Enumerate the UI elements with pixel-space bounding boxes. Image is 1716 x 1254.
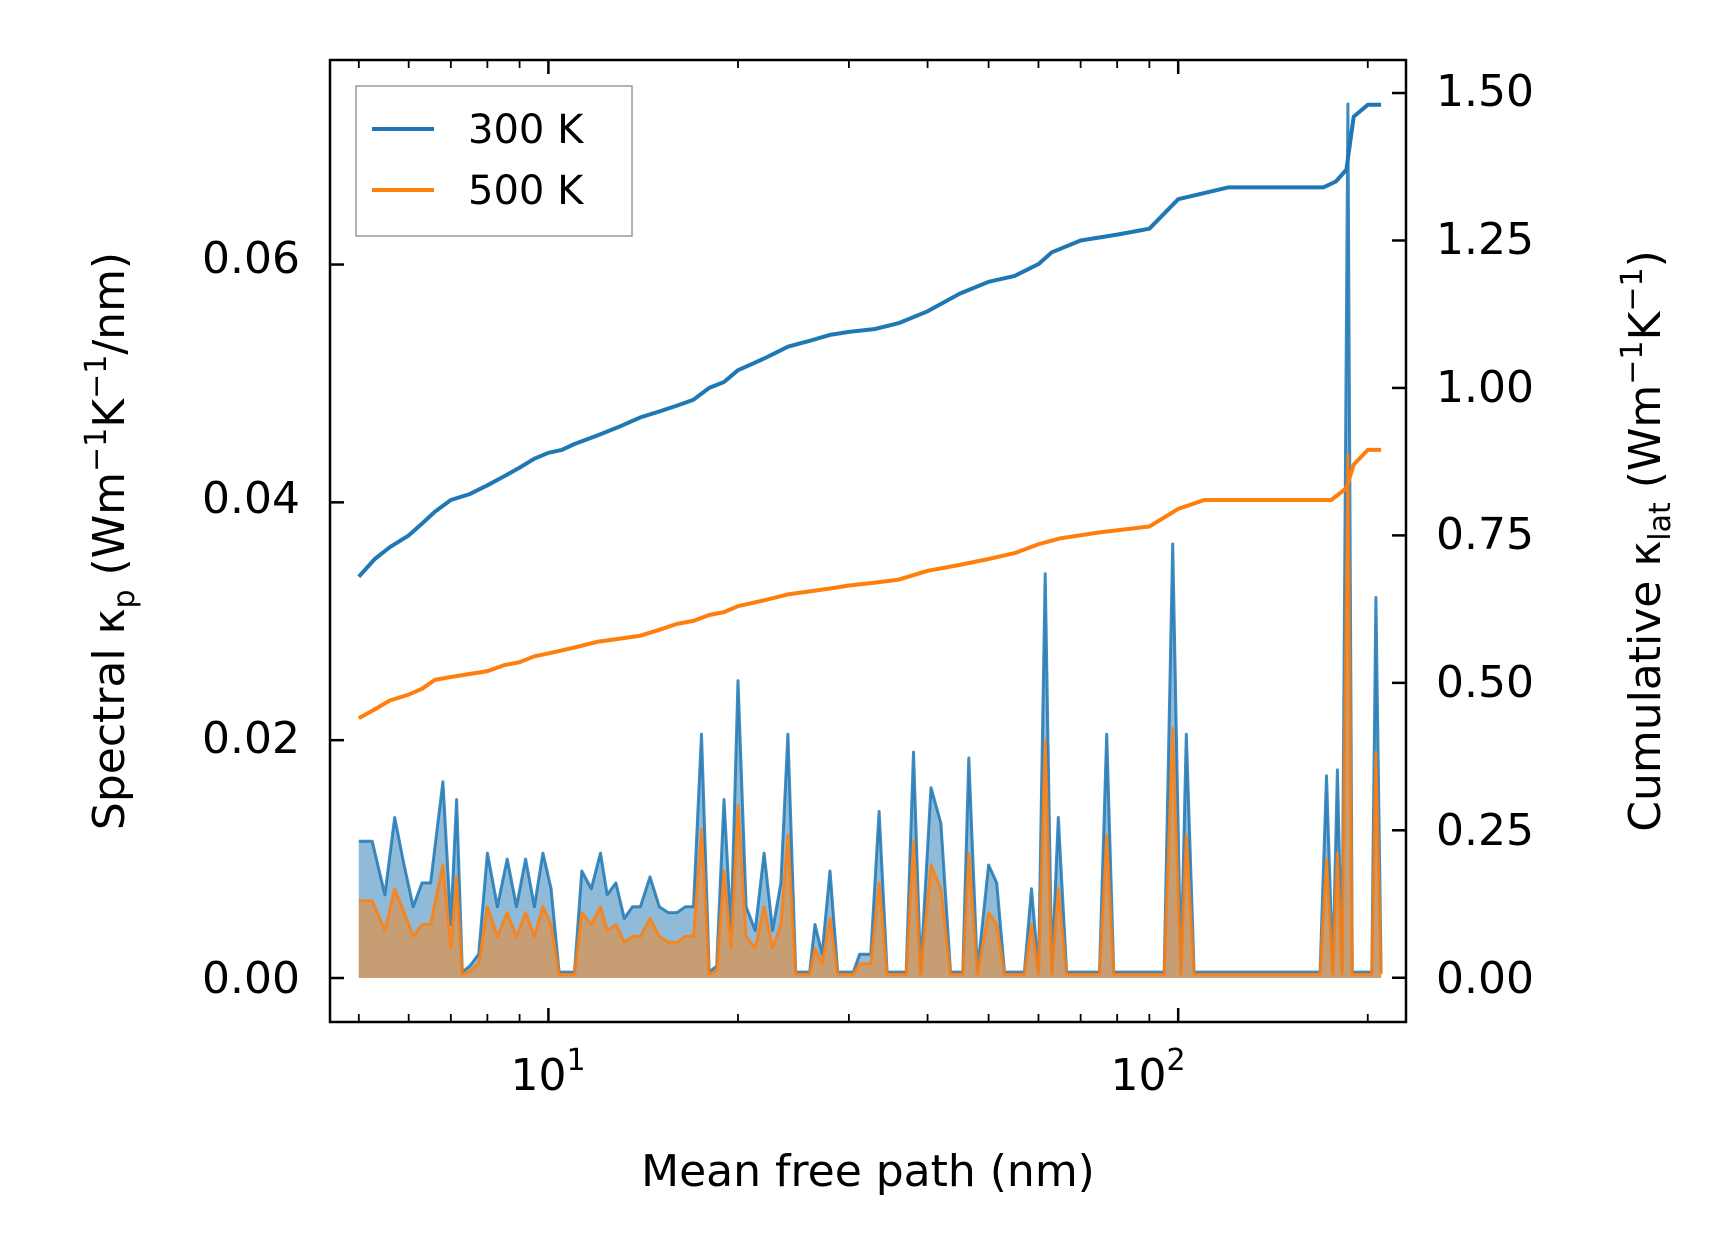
right-tick-label: 0.25 — [1436, 805, 1534, 856]
x-tick-exp: 2 — [1166, 1043, 1185, 1078]
x-tick-base: 10 — [510, 1050, 566, 1101]
x-tick-base: 10 — [1110, 1050, 1166, 1101]
left-title-pre: Spectral κ — [84, 609, 135, 831]
left-title-k: K — [84, 398, 135, 428]
left-title-post: /nm) — [84, 252, 135, 355]
x-tick-label-100: 102 — [1110, 1043, 1185, 1101]
right-tick-label: 1.00 — [1436, 362, 1534, 413]
left-title-sub: p — [107, 589, 142, 608]
left-tick-label: 0.02 — [202, 713, 300, 764]
left-title-sup1: −1 — [79, 428, 114, 472]
right-axis-title: Cumulative κlat (Wm−1K−1) — [1615, 250, 1678, 832]
legend: 300 K 500 K — [355, 85, 633, 237]
right-tick-label: 1.25 — [1436, 214, 1534, 265]
left-axis-title: Spectral κp (Wm−1K−1/nm) — [79, 252, 142, 830]
area-edge-500-k-spectral — [358, 453, 1383, 976]
x-tick-label-10: 101 — [510, 1043, 585, 1101]
right-tick-label: 1.50 — [1436, 66, 1534, 117]
left-tick-label: 0.00 — [202, 953, 300, 1004]
right-title-sub: lat — [1643, 502, 1678, 541]
line-500-k-cumulative — [357, 447, 1382, 720]
plot-frame — [328, 58, 1408, 1024]
x-tick-exp: 1 — [566, 1043, 585, 1078]
ticks-layer — [330, 60, 1406, 1022]
legend-box — [355, 85, 633, 237]
right-title-k: K — [1620, 310, 1671, 340]
right-tick-label: 0.00 — [1436, 953, 1534, 1004]
right-title-sup1: −1 — [1615, 340, 1650, 384]
line-300-k-cumulative — [357, 102, 1382, 579]
left-tick-label: 0.06 — [202, 233, 300, 284]
left-title-sup2: −1 — [79, 355, 114, 399]
left-tick-label: 0.04 — [202, 473, 300, 524]
left-title-mid: (Wm — [84, 472, 135, 590]
right-tick-label: 0.75 — [1436, 509, 1534, 560]
legend-label-300k: 300 K — [468, 107, 585, 153]
right-title-post: ) — [1620, 250, 1671, 267]
right-title-sup2: −1 — [1615, 267, 1650, 311]
x-axis-title: Mean free path (nm) — [641, 1146, 1095, 1197]
right-tick-label: 0.50 — [1436, 657, 1534, 708]
series-layer — [357, 102, 1383, 978]
right-title-pre: Cumulative κ — [1620, 541, 1671, 832]
right-title-mid: (Wm — [1620, 385, 1671, 503]
legend-label-500k: 500 K — [468, 168, 585, 214]
area-edge-300-k-spectral — [358, 102, 1383, 974]
